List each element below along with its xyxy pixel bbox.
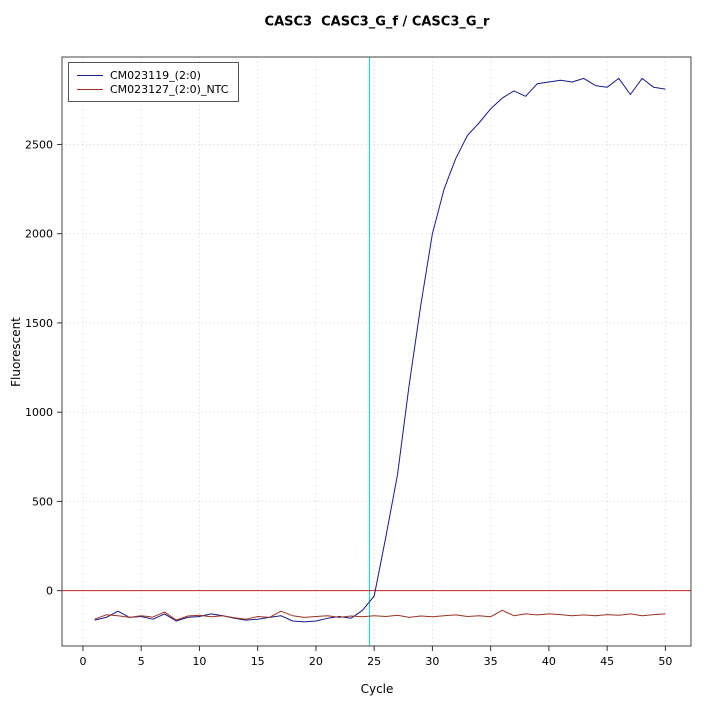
x-tick-label: 30 (425, 655, 439, 668)
series-line-0 (94, 77, 666, 623)
x-tick-label: 5 (138, 655, 145, 668)
legend-label-ntc: CM023127_(2:0)_NTC (110, 82, 229, 96)
x-tick-label: 40 (542, 655, 556, 668)
x-tick-label: 50 (658, 655, 672, 668)
y-tick-label: 500 (32, 495, 53, 508)
x-tick-label: 45 (600, 655, 614, 668)
series-line-1 (94, 609, 666, 621)
legend-item-sample: CM023119_(2:0) (77, 68, 228, 82)
legend-label-sample: CM023119_(2:0) (110, 68, 201, 82)
legend: CM023119_(2:0) CM023127_(2:0)_NTC (68, 62, 240, 102)
legend-item-ntc: CM023127_(2:0)_NTC (77, 82, 228, 96)
y-axis-label: Fluorescent (9, 317, 23, 387)
y-tick-label: 2500 (25, 138, 53, 151)
x-tick-label: 25 (367, 655, 381, 668)
x-tick-label: 10 (192, 655, 206, 668)
y-tick-label: 0 (46, 585, 53, 598)
x-tick-label: 15 (251, 655, 265, 668)
ntc-line-swatch (77, 88, 103, 90)
plot-border (61, 56, 692, 647)
y-tick-label: 1500 (25, 317, 53, 330)
x-tick-label: 35 (484, 655, 498, 668)
chart-title: CASC3 CASC3_G_f / CASC3_G_r (264, 14, 490, 30)
x-tick-label: 0 (79, 655, 86, 668)
x-tick-label: 20 (309, 655, 323, 668)
y-tick-label: 2000 (25, 228, 53, 241)
sample-line-swatch (77, 74, 103, 76)
x-axis-label: Cycle (360, 682, 394, 696)
y-tick-label: 1000 (25, 406, 53, 419)
